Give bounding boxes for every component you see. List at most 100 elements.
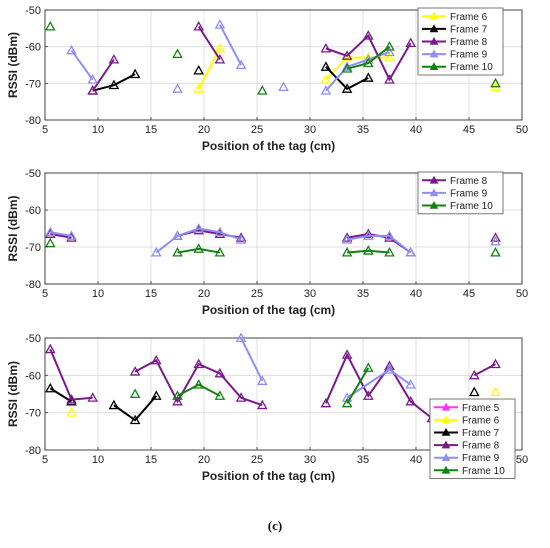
x-tick-label: 10 [92, 288, 104, 300]
data-point [341, 234, 353, 244]
data-point [66, 394, 77, 404]
y-axis-label: RSSI (dBm) [6, 32, 20, 98]
series-line [219, 24, 242, 66]
data-point [193, 358, 205, 369]
x-tick-label: 35 [357, 288, 369, 300]
data-point [341, 397, 353, 408]
legend-swatch-marker [429, 36, 439, 45]
x-tick-label: 5 [42, 124, 48, 136]
series-line [346, 234, 412, 254]
x-tick-label: 20 [198, 454, 210, 466]
series-frame-6 [66, 386, 501, 417]
legend-label: Frame 10 [450, 201, 493, 212]
data-point [490, 247, 501, 257]
data-point [235, 59, 247, 70]
x-tick-label: 25 [251, 288, 263, 300]
legend-label: Frame 9 [462, 453, 500, 464]
data-point [235, 232, 247, 242]
series-frame-8 [44, 224, 501, 257]
data-point [150, 247, 162, 257]
series-line [346, 45, 391, 70]
x-tick-label: 35 [357, 124, 369, 136]
series-frame-9 [44, 222, 501, 257]
x-tick-label: 40 [410, 288, 422, 300]
data-point [490, 235, 501, 246]
data-point [362, 57, 374, 68]
series-line [177, 247, 221, 254]
data-point [214, 247, 226, 257]
data-point [172, 48, 183, 59]
legend-swatch-marker [441, 465, 451, 474]
data-point [235, 392, 247, 402]
series-frame-8 [44, 343, 501, 423]
legend-swatch-marker [441, 415, 451, 424]
legend-swatch-marker [429, 49, 439, 58]
data-point [490, 358, 501, 369]
data-point [320, 397, 332, 408]
x-tick-label: 25 [251, 124, 263, 136]
data-point [320, 74, 332, 84]
data-point [44, 382, 56, 393]
x-tick-label: 30 [304, 288, 316, 300]
chart-panel-1: 5 10 15 20 25 30 35 40 45 50 -50 -60 -70 -80 Position … [6, 5, 528, 153]
y-axis-label: RSSI (dBm) [6, 195, 20, 261]
series-line [49, 348, 93, 401]
series-line [177, 383, 221, 397]
data-point [341, 61, 353, 71]
legend-swatch-marker [429, 62, 439, 70]
data-point [214, 226, 226, 237]
data-point [44, 237, 56, 248]
data-point [405, 379, 417, 389]
series-frame-7 [44, 382, 480, 425]
data-point [384, 52, 395, 62]
data-point [341, 349, 353, 359]
data-point [214, 42, 226, 53]
data-point [362, 72, 374, 82]
series-line [346, 367, 370, 404]
data-point [256, 375, 268, 385]
data-point [235, 234, 247, 244]
chart-panel-2: 5 10 15 20 25 30 35 40 45 50 -50 -60 -70 -80 Position … [6, 168, 528, 317]
series-line [92, 73, 136, 92]
x-tick-label: 30 [304, 454, 316, 466]
series-line [134, 359, 263, 407]
data-point [341, 52, 353, 62]
data-point [490, 386, 501, 397]
data-point [172, 390, 183, 400]
data-point [362, 390, 374, 400]
x-tick-label: 15 [145, 454, 157, 466]
legend-label: Frame 5 [462, 403, 500, 414]
data-point [66, 230, 77, 240]
series-line [197, 25, 221, 61]
data-point [278, 81, 289, 92]
y-tick-label: -80 [25, 115, 41, 127]
data-point [362, 30, 374, 40]
data-point [362, 362, 374, 372]
series-frame-10 [44, 237, 501, 257]
data-point [405, 395, 417, 406]
series-frame-7 [87, 61, 374, 95]
legend-swatch-marker [429, 175, 439, 184]
legend-swatch-marker [441, 440, 451, 449]
series-line [155, 227, 242, 254]
data-point [108, 79, 120, 90]
legend-label: Frame 8 [462, 441, 500, 452]
data-point [87, 74, 99, 84]
data-point [341, 63, 353, 73]
series-line [91, 58, 115, 92]
y-tick-label: -80 [25, 279, 41, 291]
legend-label: Frame 7 [450, 24, 488, 35]
data-point [384, 74, 395, 84]
data-point [87, 392, 99, 402]
data-point [193, 20, 205, 31]
data-point [129, 414, 141, 425]
data-point [129, 68, 141, 79]
data-point [214, 53, 226, 64]
series-line [346, 368, 412, 399]
x-tick-label: 45 [463, 124, 475, 136]
plot-area-frame [44, 172, 523, 285]
data-point [384, 41, 395, 51]
y-tick-label: -50 [25, 5, 41, 17]
